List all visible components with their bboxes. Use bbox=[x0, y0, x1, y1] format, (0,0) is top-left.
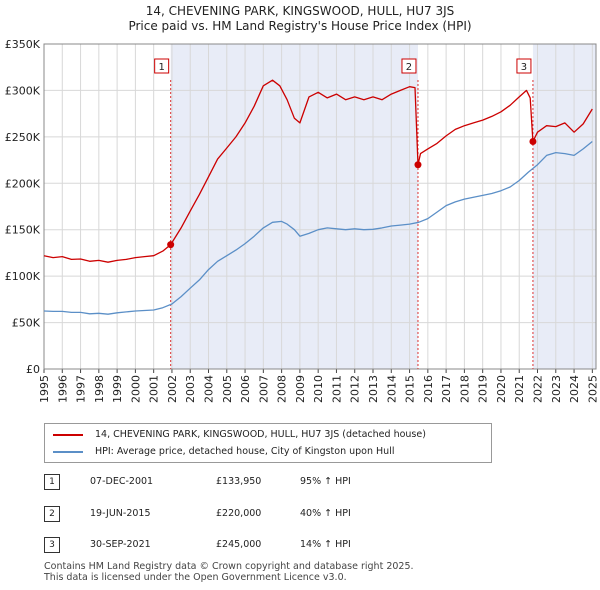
shaded-period bbox=[170, 44, 418, 369]
transaction-hpi: 14% ↑ HPI bbox=[300, 539, 351, 550]
y-tick-label: £250K bbox=[5, 131, 41, 144]
chart-subtitle: Price paid vs. HM Land Registry's House … bbox=[128, 19, 472, 33]
x-tick-label: 2006 bbox=[239, 375, 252, 403]
legend-swatch-property bbox=[53, 434, 83, 436]
x-tick-label: 2018 bbox=[458, 375, 471, 403]
transaction-hpi: 40% ↑ HPI bbox=[300, 508, 351, 519]
x-tick-label: 2022 bbox=[532, 375, 545, 403]
x-tick-label: 2001 bbox=[148, 375, 161, 403]
transaction-price: £133,950 bbox=[216, 476, 262, 487]
hpi-series-line bbox=[43, 140, 593, 315]
plot-border bbox=[43, 43, 597, 370]
y-tick-label: £150K bbox=[5, 224, 41, 237]
y-tick-label: £350K bbox=[5, 38, 41, 51]
x-tick-label: 2015 bbox=[404, 375, 417, 403]
x-tick-label: 2021 bbox=[513, 375, 526, 403]
transaction-hpi: 95% ↑ HPI bbox=[300, 476, 351, 487]
x-tick-label: 2014 bbox=[385, 375, 398, 403]
x-tick-label: 2005 bbox=[221, 375, 234, 403]
footer-licence: This data is licensed under the Open Gov… bbox=[44, 572, 347, 583]
y-tick-label: £200K bbox=[5, 177, 41, 190]
x-tick-label: 2024 bbox=[568, 375, 581, 403]
sale-marker-label: 1 bbox=[158, 62, 164, 73]
x-tick-label: 2003 bbox=[184, 375, 197, 403]
legend-label-hpi: HPI: Average price, detached house, City… bbox=[95, 446, 395, 457]
y-tick-label: £50K bbox=[12, 317, 41, 330]
x-tick-label: 2010 bbox=[312, 375, 325, 403]
legend-label-property: 14, CHEVENING PARK, KINGSWOOD, HULL, HU7… bbox=[95, 429, 426, 440]
x-tick-label: 2000 bbox=[129, 375, 142, 403]
legend-swatch-hpi bbox=[53, 451, 83, 453]
sale-marker-box bbox=[401, 58, 417, 74]
transaction-date: 19-JUN-2015 bbox=[90, 508, 151, 519]
sale-point bbox=[414, 161, 422, 169]
sale-point bbox=[167, 241, 175, 249]
x-tick-label: 2017 bbox=[440, 375, 453, 403]
x-tick-label: 1997 bbox=[75, 375, 88, 403]
x-tick-label: 2011 bbox=[330, 375, 343, 403]
sale-marker-box bbox=[516, 58, 532, 74]
sale-point bbox=[529, 138, 537, 145]
x-tick-label: 2023 bbox=[550, 375, 563, 403]
y-tick-label: £300K bbox=[5, 84, 41, 97]
x-tick-label: 2009 bbox=[294, 375, 307, 403]
x-tick-label: 2004 bbox=[203, 375, 216, 403]
x-tick-label: 1995 bbox=[38, 375, 51, 403]
transaction-price: £220,000 bbox=[216, 508, 262, 519]
property-series-line bbox=[43, 79, 593, 263]
price-chart: £0 £50K £100K £150K £200K £250K £300K £350K 1995… bbox=[5, 38, 600, 403]
chart-legend: 14, CHEVENING PARK, KINGSWOOD, HULL, HU7… bbox=[44, 423, 492, 463]
x-tick-label: 2019 bbox=[477, 375, 490, 403]
transaction-price: £245,000 bbox=[216, 539, 262, 550]
x-tick-label: 1996 bbox=[56, 375, 69, 403]
x-tick-label: 2007 bbox=[257, 375, 270, 403]
sale-marker-label: 2 bbox=[406, 62, 412, 73]
x-tick-label: 2013 bbox=[367, 375, 380, 403]
y-tick-label: £100K bbox=[5, 270, 41, 283]
x-tick-label: 2025 bbox=[586, 375, 599, 403]
transaction-number: 2 bbox=[44, 506, 60, 522]
y-tick-label: £0 bbox=[26, 363, 40, 376]
x-tick-label: 2012 bbox=[349, 375, 362, 403]
transaction-date: 30-SEP-2021 bbox=[90, 539, 151, 550]
x-tick-label: 2002 bbox=[166, 375, 179, 403]
x-tick-label: 1998 bbox=[93, 375, 106, 403]
footer-copyright: Contains HM Land Registry data © Crown c… bbox=[44, 561, 414, 572]
chart-title: 14, CHEVENING PARK, KINGSWOOD, HULL, HU7… bbox=[145, 4, 455, 18]
sale-marker-box bbox=[154, 58, 170, 74]
x-tick-label: 2008 bbox=[276, 375, 289, 403]
shaded-period bbox=[532, 44, 596, 369]
sale-marker-label: 3 bbox=[521, 62, 527, 73]
x-tick-label: 2016 bbox=[422, 375, 435, 403]
transaction-date: 07-DEC-2001 bbox=[90, 476, 154, 487]
transaction-number: 1 bbox=[44, 474, 60, 490]
x-tick-label: 1999 bbox=[111, 375, 124, 403]
transaction-number: 3 bbox=[44, 537, 60, 553]
x-tick-label: 2020 bbox=[495, 375, 508, 403]
